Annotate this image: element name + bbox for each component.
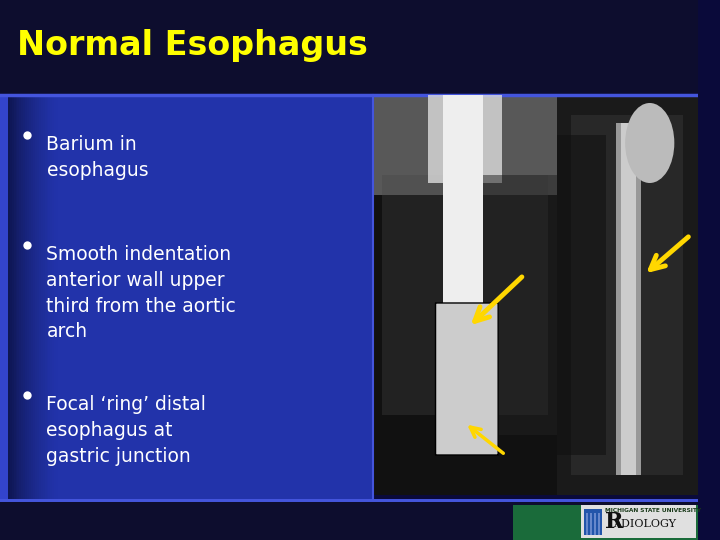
Bar [37, 95, 39, 500]
Bar [27, 95, 29, 500]
Bar [373, 95, 557, 195]
Bar [25, 95, 27, 500]
Bar [2, 95, 4, 500]
Bar [56, 95, 58, 500]
Bar [29, 95, 31, 500]
Bar [616, 123, 621, 475]
Bar [443, 95, 483, 315]
Bar [581, 505, 696, 538]
Bar [54, 95, 56, 500]
Bar [0, 500, 698, 540]
Bar [12, 95, 14, 500]
Bar [0, 0, 698, 95]
Bar [382, 175, 548, 415]
Bar [39, 95, 41, 500]
Bar [616, 123, 642, 475]
Bar [373, 95, 557, 495]
Bar [590, 513, 592, 535]
Bar [35, 95, 37, 500]
Bar [47, 95, 48, 500]
Text: Smooth indentation
anterior wall upper
third from the aortic
arch: Smooth indentation anterior wall upper t… [47, 245, 236, 341]
Bar [45, 95, 47, 500]
Bar [571, 115, 683, 475]
Bar [9, 95, 12, 500]
Bar [50, 95, 53, 500]
Bar [8, 95, 9, 500]
Text: Normal Esophagus: Normal Esophagus [17, 29, 369, 62]
Ellipse shape [625, 103, 675, 183]
Bar [31, 95, 33, 500]
Bar [474, 175, 557, 435]
Bar [14, 95, 16, 500]
Bar [598, 513, 600, 535]
Bar [557, 135, 606, 455]
Bar [0, 95, 373, 500]
Bar [594, 513, 595, 535]
Bar [17, 95, 19, 500]
Bar [428, 95, 502, 183]
Bar [42, 95, 45, 500]
Bar [557, 95, 698, 495]
Text: MICHIGAN STATE UNIVERSITY: MICHIGAN STATE UNIVERSITY [606, 508, 701, 513]
Text: Focal ‘ring’ distal
esophagus at
gastric junction: Focal ‘ring’ distal esophagus at gastric… [47, 395, 207, 465]
Bar [23, 95, 25, 500]
Bar [41, 95, 42, 500]
Bar [48, 95, 50, 500]
Bar [16, 95, 17, 500]
Bar [33, 95, 35, 500]
Bar [4, 95, 6, 500]
Bar [0, 95, 2, 500]
Bar [19, 95, 22, 500]
Bar [22, 95, 23, 500]
FancyBboxPatch shape [436, 303, 498, 455]
Bar [586, 513, 588, 535]
Bar [584, 509, 602, 535]
Text: R: R [605, 511, 623, 533]
Bar [513, 505, 698, 540]
Bar [53, 95, 54, 500]
Bar [6, 95, 8, 500]
Bar [0, 95, 8, 500]
Bar [636, 123, 642, 475]
Text: Barium in
esophagus: Barium in esophagus [47, 135, 148, 180]
Text: ADIOLOGY: ADIOLOGY [613, 519, 676, 529]
